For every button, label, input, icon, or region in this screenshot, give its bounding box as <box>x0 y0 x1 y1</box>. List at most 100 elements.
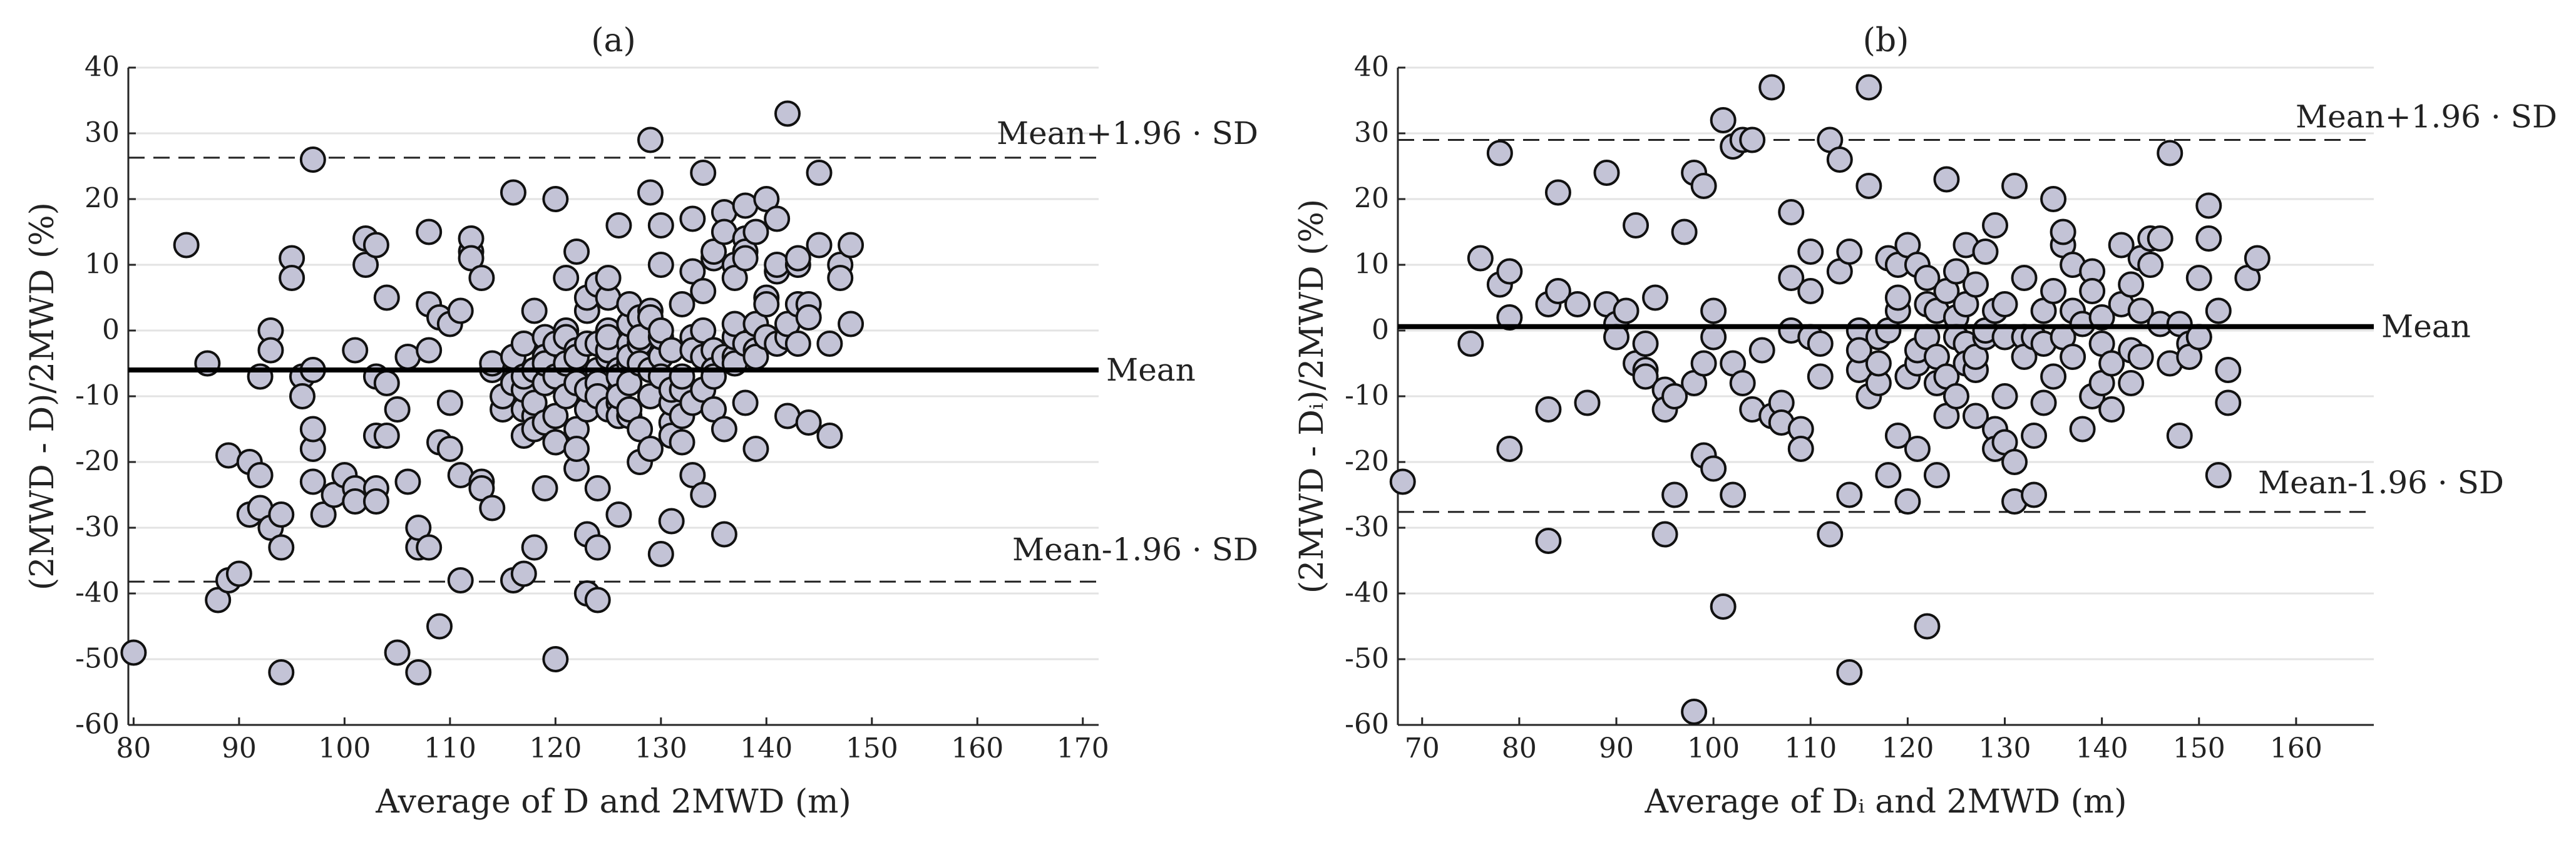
panel-a-data-point <box>225 560 252 587</box>
panel-a-data-point <box>405 659 432 685</box>
panel-a-y-tick-label: 0 <box>102 314 120 346</box>
panel-b-data-point <box>2127 344 2154 370</box>
panel-b-data-point <box>1914 265 1941 291</box>
panel-a-data-point <box>436 436 463 462</box>
panel-b-data-point <box>2215 389 2242 416</box>
panel-a-x-tick-label: 130 <box>635 732 687 764</box>
panel-a-data-point <box>584 475 611 501</box>
panel-a-data-point <box>553 265 580 291</box>
panel-a-data-point <box>257 337 284 364</box>
panel-a-data-point <box>806 232 833 259</box>
panel-a-data-point <box>711 521 737 548</box>
panel-b-x-axis-label: Average of Dᵢ and 2MWD (m) <box>1645 783 2127 821</box>
panel-b-data-point <box>2195 225 2222 252</box>
panel-b-data-point <box>1884 423 1911 449</box>
panel-a-data-point <box>732 389 759 416</box>
panel-a-data-point <box>637 436 664 462</box>
panel-b-data-point <box>1991 383 2018 409</box>
panel-b-data-point <box>1787 436 1814 462</box>
panel-b-y-tick-label: 40 <box>1354 51 1389 83</box>
panel-a-y-tick-label: -10 <box>75 380 120 412</box>
panel-b-data-point <box>2098 350 2125 377</box>
panel-a-data-point <box>268 501 295 528</box>
panel-a-data-point <box>563 436 590 462</box>
panel-a-data-point <box>436 389 463 416</box>
panel-a-data-point <box>394 468 421 495</box>
panel-b-data-point <box>1710 593 1737 620</box>
panel-b-data-point <box>1690 173 1717 199</box>
panel-b-data-point <box>1845 337 1872 364</box>
panel-a-data-point <box>510 560 537 587</box>
panel-b-data-point <box>1671 218 1698 245</box>
panel-a-data-point <box>784 331 811 357</box>
panel-a-data-point <box>479 495 506 521</box>
panel-a-data-point <box>447 567 474 593</box>
panel-b-upper-limit-label: Mean+1.96 · SD <box>2296 99 2557 135</box>
panel-a-data-point <box>711 416 737 443</box>
panel-a-data-point <box>637 126 664 153</box>
panel-b-data-point <box>1855 173 1882 199</box>
panel-b-data-point <box>1700 455 1727 482</box>
panel-a-data-point <box>764 205 791 232</box>
panel-b-data-point <box>2118 271 2145 298</box>
panel-b-y-tick-label: -60 <box>1345 709 1389 741</box>
panel-b-data-point <box>1564 291 1591 317</box>
panel-b-lower-limit-label: Mean-1.96 · SD <box>2258 465 2504 501</box>
panel-a: -60 -50 -40 -30 -20 -10 0 10 20 30 40 80 90 100 110 120… <box>24 22 1258 821</box>
panel-b-y-tick-label: -10 <box>1345 380 1389 412</box>
panel-b-data-point <box>1923 462 1950 488</box>
panel-a-data-point <box>416 218 443 245</box>
panel-b-data-point <box>1933 166 1960 193</box>
panel-a-y-tick-label: -60 <box>75 709 120 741</box>
panel-b-data-point <box>1720 481 1747 508</box>
panel-b-data-point <box>2157 140 2183 167</box>
panel-a-data-point <box>500 179 526 206</box>
panel-b-data-point <box>1632 363 1659 390</box>
panel-a-x-tick-label: 80 <box>116 732 151 764</box>
panel-b-data-point <box>2108 232 2135 259</box>
panel-b-data-point <box>2030 389 2057 416</box>
panel-a-y-tick-label: -30 <box>75 511 120 543</box>
panel-b-data-point <box>1729 370 1756 396</box>
panel-b-x-tick-label: 130 <box>1979 732 2031 764</box>
panel-a-data-point <box>563 239 590 265</box>
panel-b-x-tick-label: 160 <box>2270 732 2322 764</box>
panel-b-data-point <box>2205 297 2232 324</box>
panel-a-data-point <box>605 501 632 528</box>
panel-b-data-point <box>1661 383 1688 409</box>
panel-b-data-point <box>1904 436 1931 462</box>
panel-b-data-point <box>2021 423 2048 449</box>
panel-b-data-point <box>2060 344 2086 370</box>
panel-b-mean-label: Mean <box>2381 309 2471 345</box>
panel-a-data-point <box>584 534 611 561</box>
panel-a-lower-limit-label: Mean-1.96 · SD <box>1012 531 1258 568</box>
panel-b-data-point <box>1982 212 2009 239</box>
panel-a-data-point <box>637 179 664 206</box>
panel-a-data-point <box>542 186 569 212</box>
panel-b-data-point <box>2195 192 2222 219</box>
panel-a-data-point <box>605 212 632 239</box>
panel-a-data-point <box>468 265 495 291</box>
panel-b-data-point <box>1535 528 1562 554</box>
panel-a-data-point <box>531 475 558 501</box>
panel-b-y-tick-label: -40 <box>1345 577 1389 609</box>
panel-a-data-point <box>784 245 811 272</box>
panel-b-data-point <box>2098 396 2125 423</box>
panel-b-data-point <box>1778 265 1805 291</box>
panel-b-y-tick-label: 20 <box>1354 183 1389 215</box>
panel-b-plot-area: -60 -50 -40 -30 -20 -10 0 10 20 30 40 70 80 90 100 110 1… <box>1345 51 2374 764</box>
panel-a-data-point <box>669 291 695 317</box>
panel-b-y-tick-label: -20 <box>1345 446 1389 478</box>
panel-a-data-point <box>690 278 717 304</box>
panel-b-data-point <box>1544 278 1571 304</box>
panel-a-data-point <box>416 337 443 364</box>
panel-a-y-axis-label: (2MWD - D)/2MWD (%) <box>24 202 61 590</box>
panel-b-data-point <box>2011 265 2038 291</box>
panel-a-data-point <box>362 232 389 259</box>
panel-b-data-point <box>2147 225 2173 252</box>
panel-b-data-point <box>1496 436 1523 462</box>
panel-b-data-point <box>1836 239 1863 265</box>
panel-a-x-tick-label: 90 <box>222 732 257 764</box>
panel-a-data-point <box>247 462 274 488</box>
